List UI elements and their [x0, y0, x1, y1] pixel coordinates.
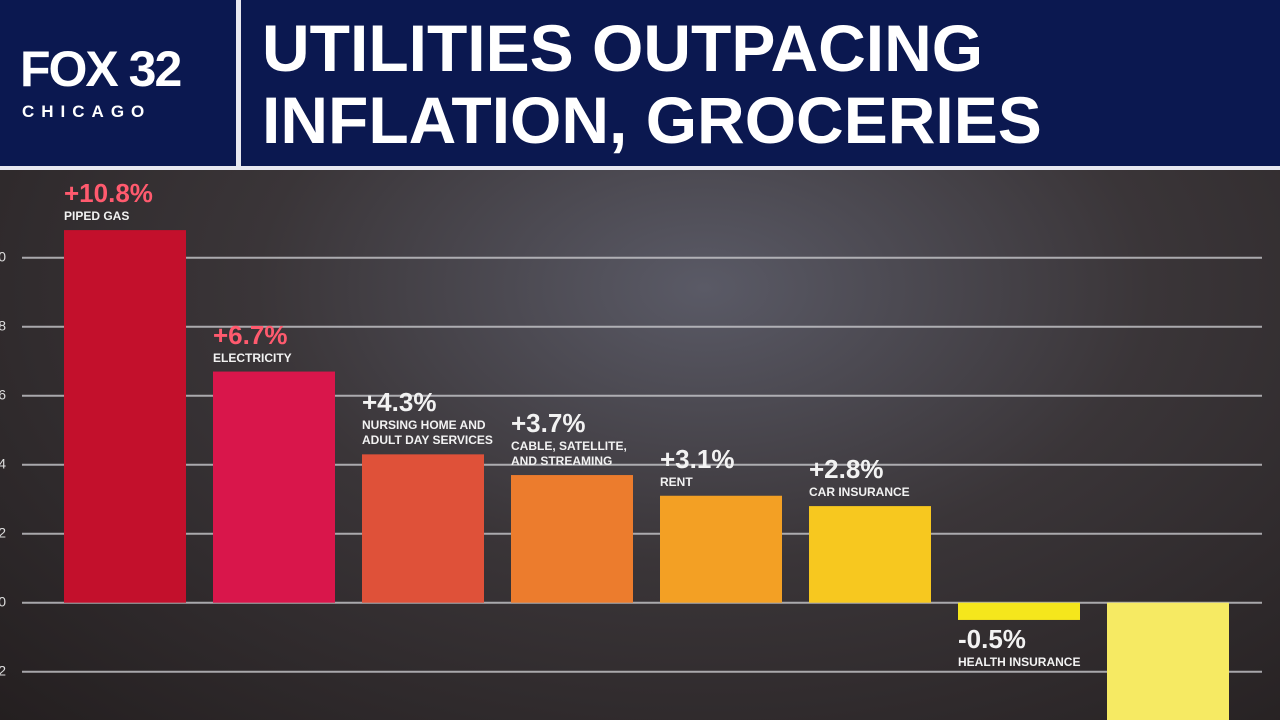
value-label: +3.7% [511, 408, 586, 439]
logo-subtext: CHICAGO [22, 102, 152, 121]
bar [511, 475, 633, 603]
category-label: PIPED GAS [64, 209, 130, 224]
bar-label: +6.7% ELECTRICITY [213, 320, 353, 366]
logo: FOX 32 CHICAGO [0, 0, 241, 166]
logo-text: FOX 32 [20, 41, 182, 97]
category-label: CAR INSURANCE [809, 485, 910, 500]
y-tick-label: 8 [0, 317, 6, 333]
category-label: HEALTH INSURANCE [958, 654, 1081, 669]
bar [660, 495, 782, 603]
value-label: +3.1% [660, 443, 735, 474]
y-tick-label: 6 [0, 386, 6, 402]
value-label: +6.7% [213, 319, 288, 350]
y-tick-label: 0 [0, 593, 6, 609]
value-label: +10.8% [64, 178, 153, 209]
bar [64, 230, 186, 603]
category-label: ELECTRICITY [213, 350, 292, 365]
value-label: +4.3% [362, 387, 437, 418]
bar-label: +2.8% CAR INSURANCE [809, 454, 949, 500]
bar [213, 371, 335, 603]
value-label: -0.5% [958, 623, 1026, 654]
y-tick-label: 2 [0, 524, 6, 540]
category-label: NURSING HOME AND ADULT DAY SERVICES [362, 418, 493, 448]
bar-label: +3.1% RENT [660, 444, 800, 490]
bar-label: +3.7% CABLE, SATELLITE, AND STREAMING [511, 408, 651, 469]
bar [809, 506, 931, 603]
y-tick-label: 10 [0, 248, 6, 264]
y-tick-label: -2 [0, 662, 6, 678]
headline-line: INFLATION, GROCERIES [262, 83, 1042, 157]
header: FOX 32 CHICAGO UTILITIES OUTPACING INFLA… [0, 0, 1280, 170]
bar-label: +4.3% NURSING HOME AND ADULT DAY SERVICES [362, 387, 502, 448]
bar-label: +10.8% PIPED GAS [64, 178, 204, 224]
headline: UTILITIES OUTPACING INFLATION, GROCERIES [262, 12, 1042, 156]
category-label: RENT [660, 474, 693, 489]
bar [958, 602, 1080, 620]
y-tick-label: 4 [0, 455, 6, 471]
category-label: CABLE, SATELLITE, AND STREAMING [511, 439, 627, 469]
headline-line: UTILITIES OUTPACING [262, 11, 984, 85]
bar [362, 454, 484, 603]
bar [1107, 602, 1229, 720]
bar-label: -0.5% HEALTH INSURANCE [958, 624, 1098, 670]
value-label: +2.8% [809, 454, 884, 485]
